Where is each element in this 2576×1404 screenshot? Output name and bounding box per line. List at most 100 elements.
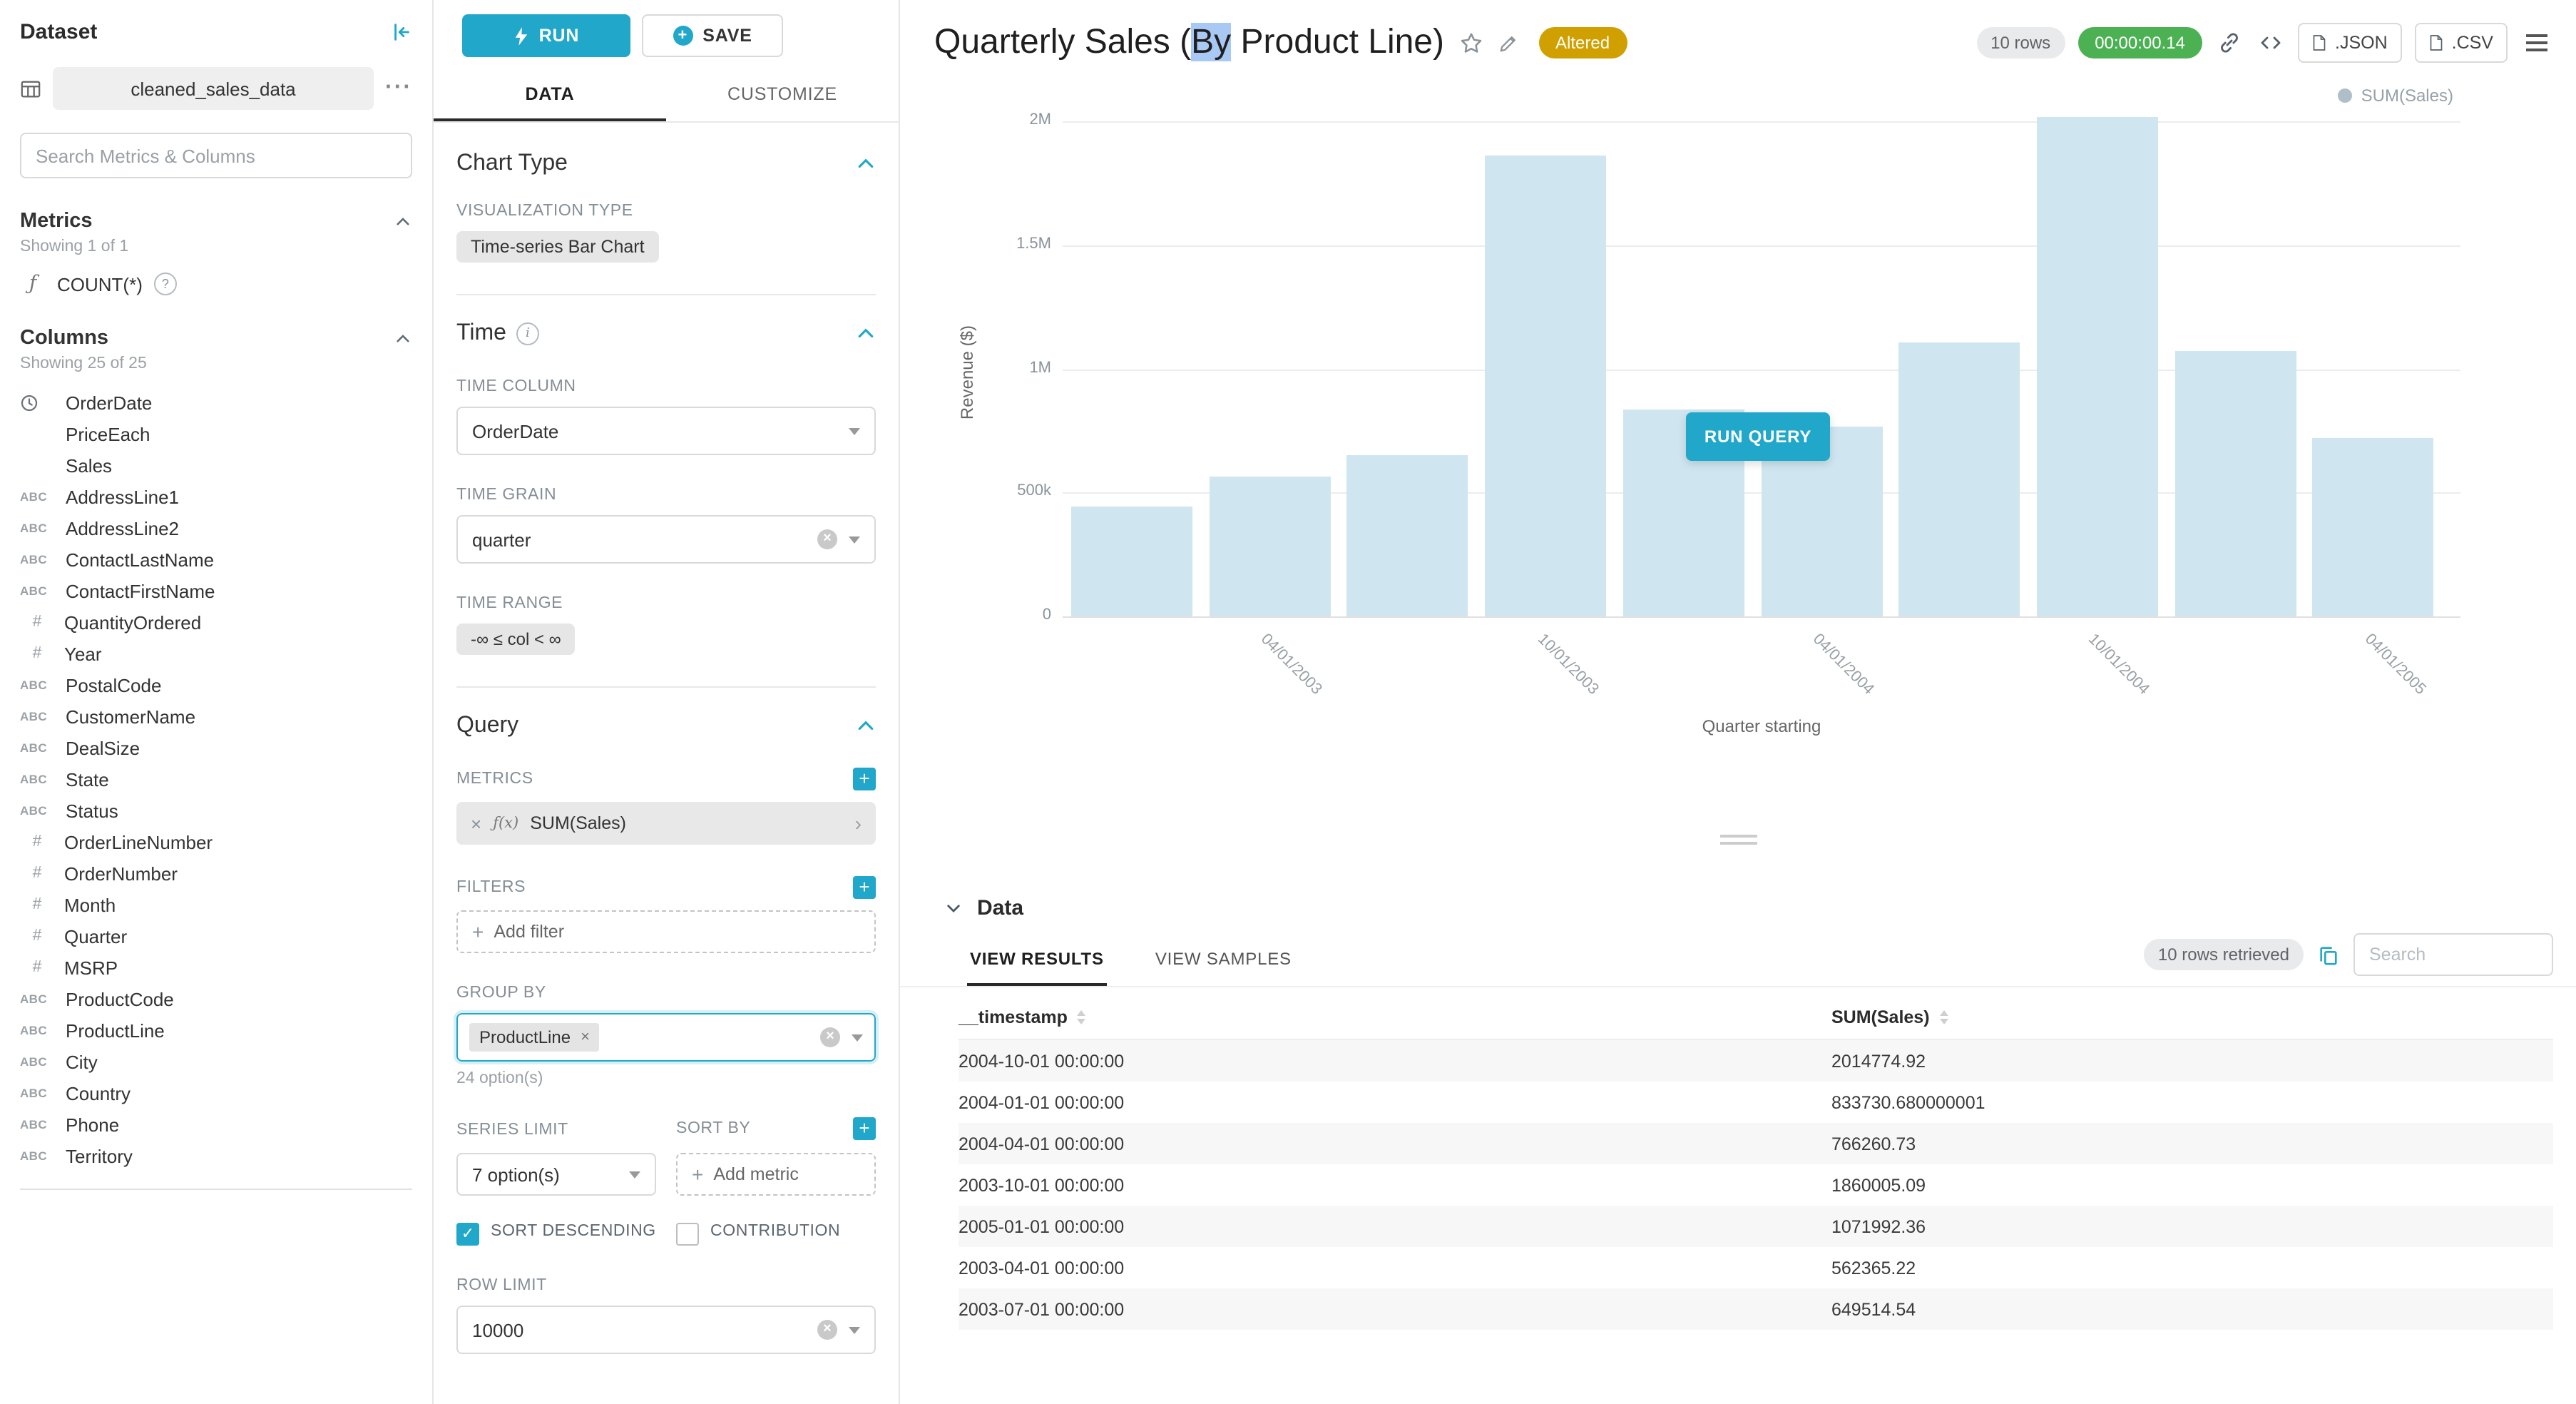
tab-data[interactable]: DATA	[434, 68, 666, 121]
visualization-type-chip[interactable]: Time-series Bar Chart	[456, 231, 659, 263]
tab-view-samples[interactable]: VIEW SAMPLES	[1155, 949, 1292, 969]
bar[interactable]	[2312, 438, 2434, 616]
csv-export-button[interactable]: .CSV	[2414, 23, 2508, 63]
time-section-header[interactable]: Time i	[456, 321, 876, 347]
columns-section-header[interactable]: Columns	[20, 327, 412, 350]
clear-icon[interactable]: ×	[820, 1027, 840, 1047]
edit-title-icon[interactable]	[1497, 32, 1518, 54]
col-header-timestamp[interactable]: __timestamp	[959, 1007, 1831, 1027]
altered-badge[interactable]: Altered	[1538, 27, 1627, 58]
column-item[interactable]: ABC Territory	[20, 1140, 412, 1171]
run-button[interactable]: RUN	[462, 14, 630, 57]
chevron-up-icon[interactable]	[856, 324, 876, 344]
clear-icon[interactable]: ×	[817, 1320, 837, 1340]
column-item[interactable]: ABC ContactFirstName	[20, 575, 412, 606]
column-item[interactable]: ABC ContactLastName	[20, 544, 412, 575]
caret-right-icon[interactable]: ›	[854, 812, 862, 835]
time-grain-select[interactable]: quarter ×	[456, 515, 876, 564]
column-item[interactable]: ABC State	[20, 763, 412, 795]
contribution-checkbox[interactable]: CONTRIBUTION	[676, 1221, 876, 1246]
column-item[interactable]: # MSRP	[20, 952, 412, 983]
checkbox-checked-icon[interactable]: ✓	[456, 1223, 479, 1246]
add-filter-box[interactable]: + Add filter	[456, 910, 876, 953]
chevron-down-icon[interactable]	[944, 899, 963, 917]
dataset-name[interactable]: cleaned_sales_data	[53, 67, 374, 110]
help-icon[interactable]: ?	[153, 273, 177, 295]
series-limit-select[interactable]: 7 option(s)	[456, 1153, 656, 1196]
add-filter-plus-button[interactable]: +	[853, 876, 876, 899]
tab-view-results[interactable]: VIEW RESULTS	[967, 932, 1107, 986]
info-icon[interactable]: i	[516, 322, 539, 345]
bar[interactable]	[1071, 506, 1192, 616]
run-query-button[interactable]: RUN QUERY	[1686, 412, 1830, 461]
remove-chip-icon[interactable]: ×	[581, 1029, 590, 1046]
column-item[interactable]: ABC City	[20, 1046, 412, 1077]
metrics-columns-search-input[interactable]	[20, 133, 412, 178]
clear-icon[interactable]: ×	[817, 529, 837, 549]
bar[interactable]	[1485, 156, 1607, 616]
chevron-up-icon[interactable]	[394, 212, 412, 230]
bar[interactable]	[1209, 477, 1331, 616]
column-item[interactable]: # OrderLineNumber	[20, 826, 412, 858]
column-item[interactable]: PriceEach	[20, 418, 412, 449]
column-item[interactable]: ABC Country	[20, 1077, 412, 1109]
row-limit-select[interactable]: 10000 ×	[456, 1306, 876, 1354]
group-by-chip-productline[interactable]: ProductLine ×	[469, 1023, 600, 1052]
query-section-header[interactable]: Query	[456, 713, 876, 739]
column-item[interactable]: # QuantityOrdered	[20, 606, 412, 638]
metrics-section-header[interactable]: Metrics	[20, 210, 412, 233]
column-item[interactable]: ABC Status	[20, 795, 412, 826]
tab-customize[interactable]: CUSTOMIZE	[727, 84, 837, 104]
group-by-select[interactable]: ProductLine × ×	[456, 1013, 876, 1062]
column-item[interactable]: # Quarter	[20, 920, 412, 952]
add-sort-metric-plus-button[interactable]: +	[853, 1117, 876, 1140]
column-item[interactable]: ABC CustomerName	[20, 701, 412, 732]
column-item[interactable]: ABC PostalCode	[20, 669, 412, 701]
column-item[interactable]: ABC Phone	[20, 1109, 412, 1140]
bar[interactable]	[2036, 117, 2158, 616]
collapse-panel-icon[interactable]	[391, 21, 412, 43]
column-item[interactable]: OrderDate	[20, 387, 412, 418]
remove-metric-icon[interactable]: ×	[471, 813, 482, 834]
time-column-select[interactable]: OrderDate	[456, 407, 876, 455]
resize-handle[interactable]	[1719, 830, 1757, 849]
time-range-chip[interactable]: -∞ ≤ col < ∞	[456, 624, 576, 655]
add-metric-plus-button[interactable]: +	[853, 768, 876, 790]
bar[interactable]	[1346, 455, 1468, 616]
embed-code-icon[interactable]	[2256, 31, 2285, 54]
menu-icon[interactable]	[2520, 29, 2553, 57]
column-item[interactable]: ABC AddressLine1	[20, 481, 412, 512]
sort-icon[interactable]	[1939, 1010, 1948, 1024]
bar[interactable]	[2174, 351, 2296, 616]
metric-item[interactable]: ƒ COUNT(*) ?	[20, 273, 412, 295]
chevron-up-icon[interactable]	[856, 154, 876, 174]
dataset-more-menu-icon[interactable]: ···	[385, 76, 412, 100]
column-item[interactable]: # OrderNumber	[20, 858, 412, 889]
results-search-input[interactable]	[2353, 933, 2553, 976]
bar[interactable]	[1898, 342, 2020, 616]
column-item[interactable]: # Year	[20, 638, 412, 669]
metric-chip-sum-sales[interactable]: × ƒ(x) SUM(Sales) ›	[456, 802, 876, 845]
checkbox-unchecked-icon[interactable]	[676, 1223, 699, 1246]
column-item[interactable]: Sales	[20, 449, 412, 481]
save-button[interactable]: + SAVE	[642, 14, 783, 57]
column-item[interactable]: ABC ProductLine	[20, 1014, 412, 1046]
link-icon[interactable]	[2215, 31, 2244, 54]
column-item[interactable]: ABC AddressLine2	[20, 512, 412, 544]
json-export-button[interactable]: .JSON	[2298, 23, 2402, 63]
data-section-header[interactable]: Data	[900, 879, 2576, 932]
add-sort-metric-box[interactable]: + Add metric	[676, 1153, 876, 1196]
sort-icon[interactable]	[1077, 1010, 1086, 1024]
column-item[interactable]: ABC DealSize	[20, 732, 412, 763]
column-item[interactable]: ABC ProductCode	[20, 983, 412, 1014]
favorite-star-icon[interactable]	[1458, 31, 1483, 55]
column-item[interactable]: # Month	[20, 889, 412, 920]
copy-icon[interactable]	[2318, 944, 2339, 965]
chart-title[interactable]: Quarterly Sales (By Product Line)	[934, 23, 1444, 63]
chart-legend[interactable]: SUM(Sales)	[2338, 86, 2453, 106]
sort-descending-checkbox[interactable]: ✓ SORT DESCENDING	[456, 1221, 656, 1246]
chevron-up-icon[interactable]	[394, 329, 412, 347]
chevron-up-icon[interactable]	[856, 716, 876, 736]
chart-type-section-header[interactable]: Chart Type	[456, 151, 876, 177]
col-header-sum-sales[interactable]: SUM(Sales)	[1831, 1007, 2553, 1027]
